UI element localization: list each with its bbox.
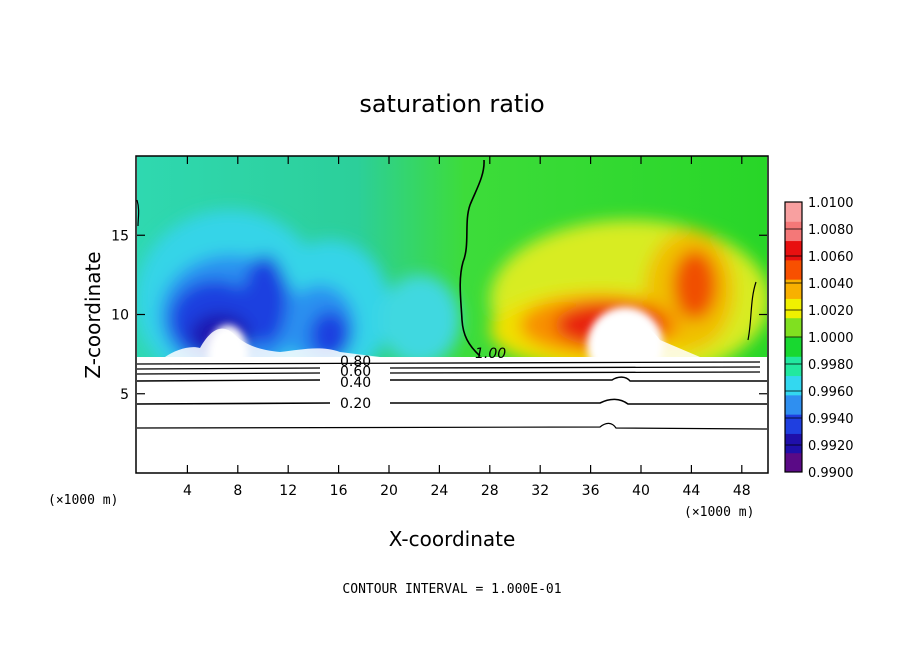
colorbar-label: 0.9920 [808, 439, 854, 454]
contour-label-0-40: 0.40 [340, 375, 371, 391]
x-tick-label: 44 [682, 483, 700, 499]
colorbar-swatch [785, 414, 802, 434]
colorbar-label: 1.0080 [808, 223, 854, 238]
x-tick-label: 8 [233, 483, 242, 499]
colorbar-swatch [785, 221, 802, 242]
x-tick-label: 28 [481, 483, 499, 499]
colorbar-swatch [785, 375, 802, 396]
x-tick-label: 48 [733, 483, 751, 499]
y-tick-label: 15 [111, 228, 129, 244]
chart-title: saturation ratio [359, 90, 544, 118]
x-tick-label: 36 [582, 483, 600, 499]
colorbar-label: 1.0060 [808, 250, 854, 265]
colorbar-label: 0.9960 [808, 385, 854, 400]
x-axis-unit-right: (×1000 m) [684, 505, 754, 520]
colorbar-swatch [785, 337, 802, 357]
colorbar-swatch [785, 433, 802, 454]
x-tick-label: 40 [632, 483, 650, 499]
contour-labels: 1.00 0.80 0.60 0.40 0.20 [340, 346, 506, 412]
colorbar-label: 1.0000 [808, 331, 854, 346]
colorbar-label: 1.0040 [808, 277, 854, 292]
y-axis-label: Z-coordinate [81, 251, 105, 378]
x-axis-ticks: 4 8 12 16 20 24 28 32 36 40 44 48 [183, 156, 751, 499]
plot-frame [135, 155, 769, 474]
colorbar: 1.0100 1.0080 1.0060 1.0040 1.0020 1.0000 0.99… [784, 196, 854, 481]
contour-line-right [747, 281, 757, 341]
contour-interval-note: CONTOUR INTERVAL = 1.000E-01 [342, 582, 561, 597]
colorbar-swatch [785, 279, 802, 299]
contour-label-0-80: 0.80 [340, 354, 371, 370]
colorbar-swatch [785, 298, 802, 319]
y-tick-label: 10 [111, 308, 129, 324]
colorbar-label: 0.9980 [808, 358, 854, 373]
y-tick-label: 5 [120, 387, 129, 403]
contour-line-edge [136, 199, 140, 227]
y-axis-ticks: 5 10 15 [111, 228, 767, 403]
colorbar-swatch [785, 356, 802, 377]
contour-label-1-00: 1.00 [475, 346, 506, 362]
contour-label-0-20: 0.20 [340, 396, 371, 412]
contour-label-0-60: 0.60 [340, 364, 371, 380]
colorbar-label: 0.9900 [808, 466, 854, 481]
x-tick-label: 20 [380, 483, 398, 499]
colorbar-swatch [785, 202, 802, 222]
heatmap-field [137, 156, 767, 357]
colorbar-swatch [785, 452, 802, 473]
x-tick-label: 24 [430, 483, 448, 499]
colorbar-swatch [785, 240, 802, 261]
x-axis-unit-left: (×1000 m) [48, 493, 118, 508]
x-tick-label: 12 [279, 483, 297, 499]
colorbar-swatch [785, 394, 802, 415]
x-axis-label: X-coordinate [389, 527, 516, 551]
colorbar-swatch [785, 317, 802, 338]
x-tick-label: 16 [330, 483, 348, 499]
colorbar-label: 0.9940 [808, 412, 854, 427]
contour-lines [136, 159, 768, 430]
x-tick-label: 4 [183, 483, 192, 499]
colorbar-label: 1.0100 [808, 196, 854, 211]
colorbar-label: 1.0020 [808, 304, 854, 319]
contour-line-1-00 [459, 159, 485, 357]
colorbar-swatch [785, 259, 802, 280]
x-tick-label: 32 [531, 483, 549, 499]
